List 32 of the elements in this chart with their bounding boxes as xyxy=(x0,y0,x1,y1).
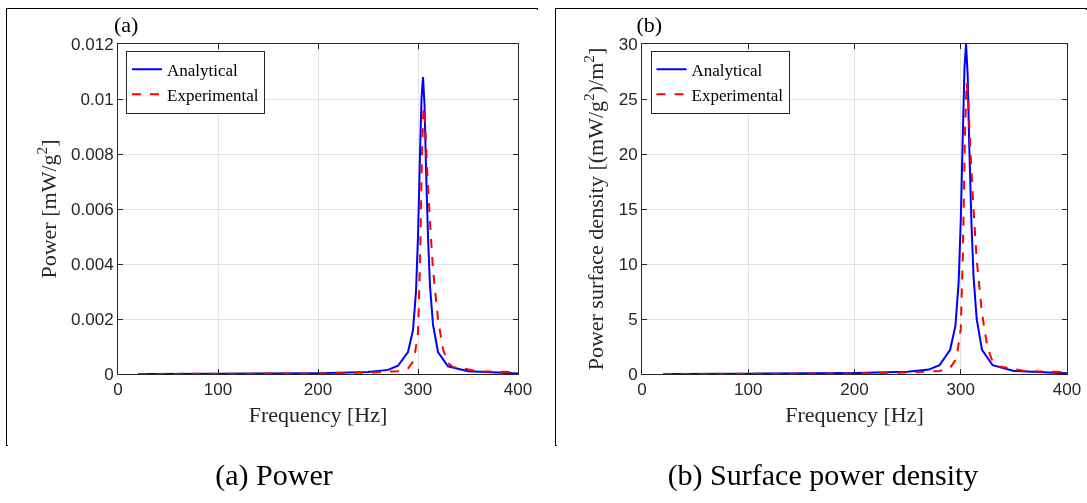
x-tick-label: 100 xyxy=(734,380,763,400)
legend-label: Analytical xyxy=(691,60,763,80)
x-tick-label: 200 xyxy=(840,380,869,400)
y-tick-label: 0.006 xyxy=(71,199,114,219)
legend-label: Experimental xyxy=(167,85,259,105)
y-tick-label: 20 xyxy=(618,144,638,164)
x-tick-label: 100 xyxy=(203,380,233,400)
y-tick-label: 25 xyxy=(618,89,638,109)
y-tick-label: 0.002 xyxy=(71,309,114,329)
y-tick-label: 0.008 xyxy=(71,144,114,164)
text: (b) Surface power density xyxy=(666,458,980,492)
y-tick-label: 0.012 xyxy=(71,34,114,54)
legend-label: Experimental xyxy=(691,85,784,105)
chart-title: (b) xyxy=(636,11,663,37)
x-tick-label: 400 xyxy=(503,380,533,400)
y-tick-label: 0.004 xyxy=(71,254,114,274)
y-tick-label: 10 xyxy=(618,254,638,274)
x-tick-label: 200 xyxy=(303,380,333,400)
x-tick-label: 400 xyxy=(1052,380,1082,400)
x-axis-title: Frequency [Hz] xyxy=(785,402,924,428)
x-axis-title: Frequency [Hz] xyxy=(248,402,388,428)
x-tick-label: 300 xyxy=(946,380,975,400)
y-tick-label: 0 xyxy=(104,364,114,384)
y-tick-label: 15 xyxy=(618,199,638,219)
y-tick-label: 0 xyxy=(628,364,638,384)
legend-label: Analytical xyxy=(167,60,239,80)
chart-title: (a) xyxy=(114,11,139,37)
y-tick-label: 30 xyxy=(618,34,638,54)
y-tick-label: 0.01 xyxy=(80,89,114,109)
text: (a) Power xyxy=(214,458,334,492)
x-tick-label: 300 xyxy=(403,380,433,400)
y-tick-label: 5 xyxy=(628,309,638,329)
